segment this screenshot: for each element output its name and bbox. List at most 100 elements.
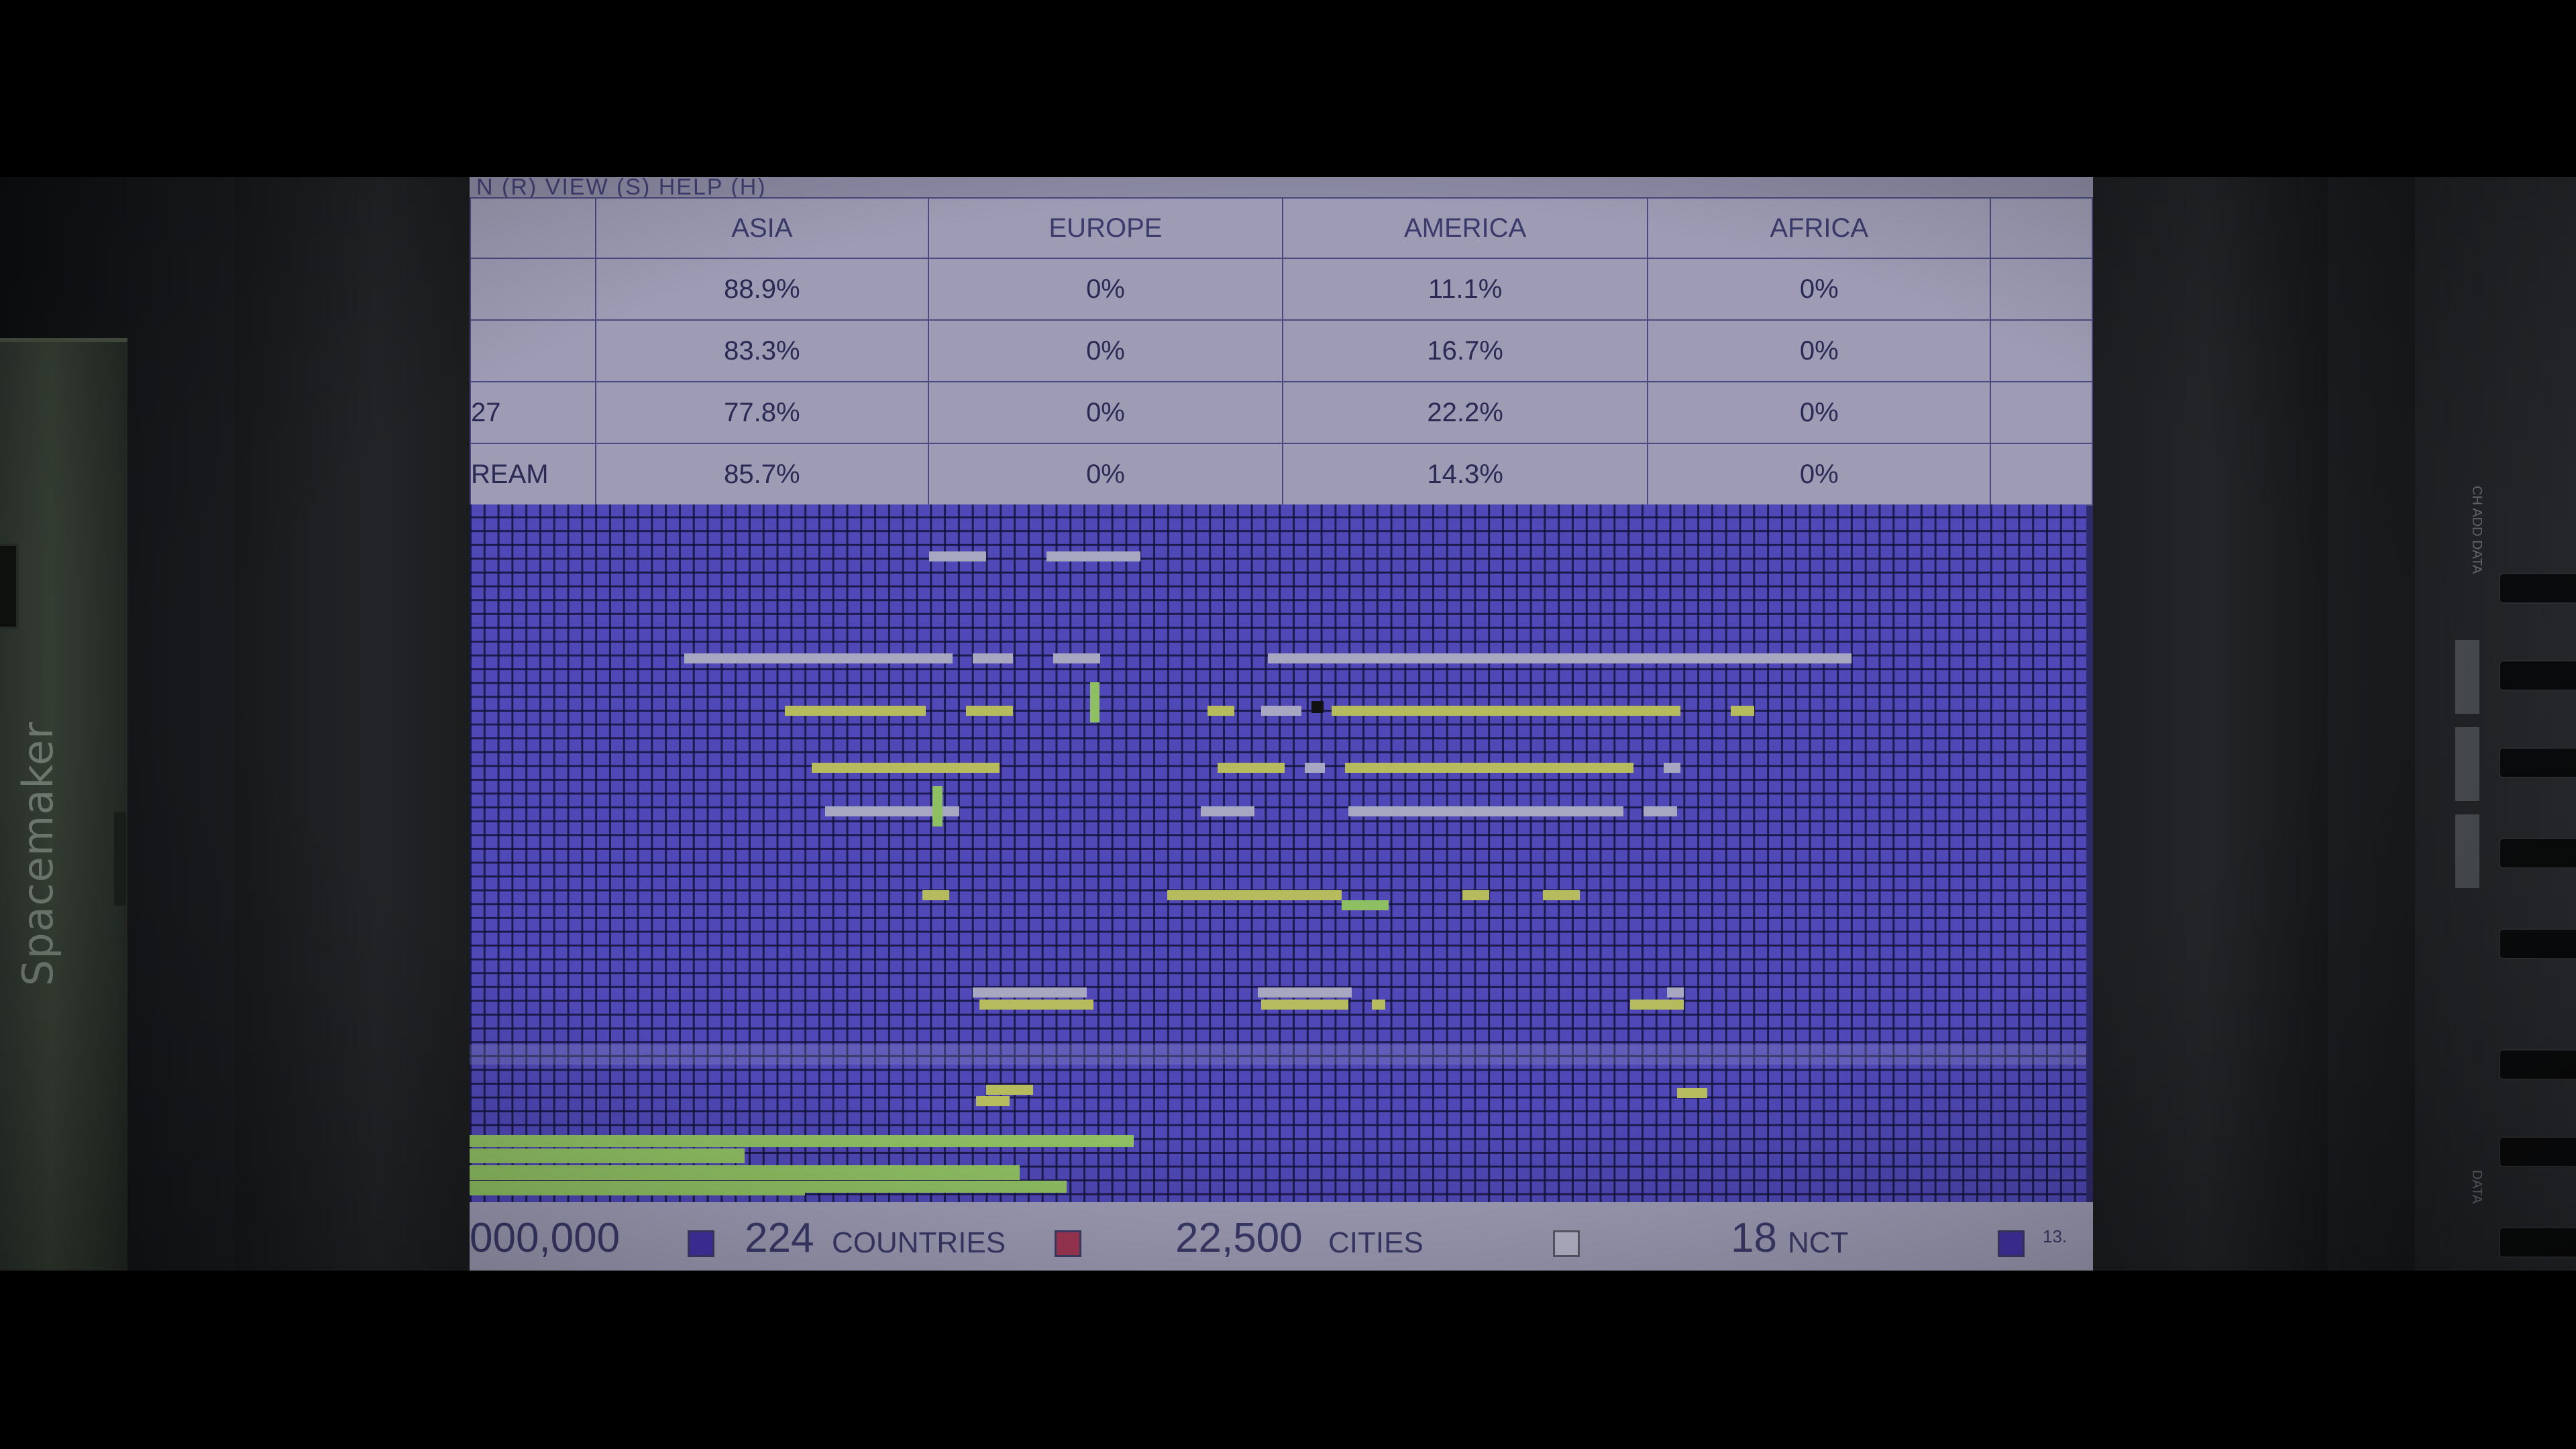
map-landmass [929,551,986,561]
status-bar: 000,000 224 COUNTRIES 22,500 CITIES 18 N… [470,1202,2093,1271]
header-cell-africa[interactable]: AFRICA [1647,197,1992,259]
map-landmass [973,987,1087,998]
map-landmass [470,1148,745,1163]
menu-bar[interactable]: N (R) VIEW (S) HELP (H) [470,177,2093,197]
map-landmass [1348,806,1623,816]
cell-extra [1990,381,2093,444]
extra-legend-swatch [1998,1230,2025,1257]
map-landmass [1677,1088,1707,1098]
map-landmass [973,653,1013,663]
map-landmass [986,1085,1033,1095]
cell-africa: 0% [1647,443,1992,506]
device-brand-label: Spacemaker [13,721,62,986]
map-landmass [1258,987,1352,998]
header-cell-label [470,197,596,259]
monitor-bezel-right [2086,177,2328,1271]
map-landmass [825,806,959,816]
row-label [470,258,596,321]
map-landmass [812,763,1000,773]
cell-asia: 77.8% [594,381,929,444]
cell-asia: 83.3% [594,319,929,382]
map-landmass [966,706,1013,716]
map-landmass [1305,763,1325,773]
map-landmass [932,786,943,826]
map-landmass [1630,1000,1684,1010]
map-landmass [1201,806,1254,816]
map-landmass [1644,806,1677,816]
table-header-row: ASIA EUROPE AMERICA AFRICA [470,197,2093,259]
map-landmass [922,890,949,900]
panel-button[interactable] [2499,838,2576,869]
map-landmass [1543,890,1580,900]
nct-legend-swatch [1553,1230,1580,1257]
map-landmass [785,706,926,716]
cities-legend-swatch [1055,1230,1081,1257]
cell-europe: 0% [927,258,1284,321]
row-label [470,319,596,382]
cell-africa: 0% [1647,258,1992,321]
map-landmass [1372,1000,1385,1010]
cell-europe: 0% [927,381,1284,444]
status-countries-value: 224 [745,1215,814,1261]
panel-button[interactable] [2499,747,2576,778]
world-grid-map[interactable] [470,504,2086,1202]
device-notch [0,543,19,629]
map-landmass [1208,706,1234,716]
status-cities-label: CITIES [1328,1226,1424,1259]
table-row[interactable]: 83.3% 0% 16.7% 0% [470,319,2093,382]
header-cell-extra [1990,197,2093,259]
map-landmass [1311,701,1324,713]
region-stats-table: ASIA EUROPE AMERICA AFRICA 88.9% 0% 11.1… [470,197,2093,506]
map-landmass [1090,682,1099,722]
header-cell-america[interactable]: AMERICA [1282,197,1649,259]
panel-tag [2455,640,2479,714]
table-row[interactable]: REAM 85.7% 0% 14.3% 0% [470,443,2093,506]
map-landmass [1261,1000,1348,1010]
panel-tag [2455,814,2479,888]
map-landmass [1167,890,1342,900]
monitor-screen: N (R) VIEW (S) HELP (H) ASIA EUROPE AMER… [470,177,2093,1271]
status-nct-label: NCT [1788,1226,1849,1259]
status-cities-value: 22,500 [1175,1215,1303,1261]
cell-extra [1990,258,2093,321]
map-landmass [470,1181,1067,1193]
map-landmass [470,1165,1020,1180]
cell-america: 16.7% [1282,319,1649,382]
panel-button[interactable] [2499,573,2576,604]
status-countries-label: COUNTRIES [832,1226,1006,1259]
map-shade-band [470,1044,2086,1065]
row-label: REAM [470,443,596,506]
cell-asia: 85.7% [594,443,929,506]
table-row[interactable]: 88.9% 0% 11.1% 0% [470,258,2093,321]
panel-button[interactable] [2499,928,2576,959]
panel-button[interactable] [2499,1227,2576,1258]
map-landmass [1664,763,1680,773]
map-landmass [684,653,953,663]
map-landmass [1345,763,1633,773]
panel-button[interactable] [2499,660,2576,691]
table-row[interactable]: 27 77.8% 0% 22.2% 0% [470,381,2093,444]
map-landmass [1218,763,1285,773]
monitor-bezel-left [235,177,473,1271]
row-label: 27 [470,381,596,444]
panel-tag [2455,727,2479,801]
cell-america: 14.3% [1282,443,1649,506]
panel-label-bottom: DATA [2469,1170,2484,1204]
header-cell-asia[interactable]: ASIA [594,197,929,259]
panel-label-top: CH ADD DATA [2469,486,2484,574]
map-landmass [1268,653,1851,663]
panel-button[interactable] [2499,1136,2576,1167]
header-cell-europe[interactable]: EUROPE [927,197,1284,259]
map-landmass [979,1000,1093,1010]
map-landmass [1046,551,1140,561]
cell-america: 11.1% [1282,258,1649,321]
cell-asia: 88.9% [594,258,929,321]
panel-button[interactable] [2499,1049,2576,1080]
map-landmass [1731,706,1754,716]
right-equipment-panel: CH ADD DATA DATA [2415,177,2576,1271]
cell-america: 22.2% [1282,381,1649,444]
cell-europe: 0% [927,319,1284,382]
map-landmass [1261,706,1301,716]
map-landmass [470,1135,1134,1147]
cell-europe: 0% [927,443,1284,506]
